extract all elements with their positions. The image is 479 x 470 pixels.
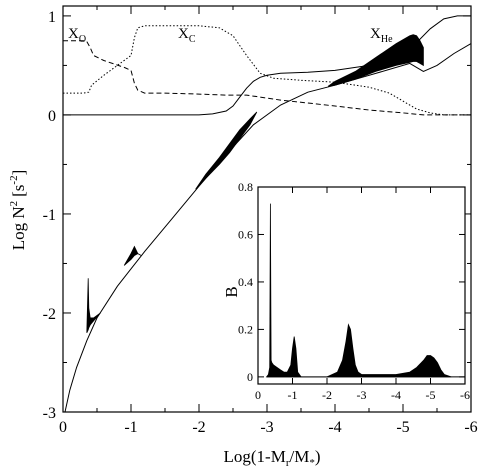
inset-x-tick-label-0: 0	[255, 388, 261, 402]
x-tick-label-5: -5	[396, 419, 409, 436]
series-line-0	[64, 43, 472, 413]
y-tick-label-0: -3	[43, 405, 56, 422]
inset-x-tick-label-4: -4	[391, 388, 401, 402]
inset-x-tick-label-5: -5	[426, 388, 436, 402]
y-axis-title: Log N2[s-2]	[8, 170, 28, 251]
inset-x-tick-label-3: -3	[357, 388, 367, 402]
inset-y-tick-label-2: 0.4	[238, 275, 253, 289]
filled-region-2	[195, 111, 258, 190]
y-tick-label-3: 0	[48, 108, 56, 125]
inset-axis-ticks: 0 -1 -2 -3 -4 -5 -6 0 0.2 0.4 0.6 0.8	[238, 180, 470, 402]
filled-region-3	[327, 34, 424, 87]
inset-plot-frame	[257, 186, 466, 385]
inset-x-tick-label-6: -6	[460, 388, 470, 402]
inset-x-tick-label-1: -1	[288, 388, 298, 402]
filled-region-1	[123, 245, 142, 266]
inset-area-fill	[265, 203, 452, 378]
x-tick-label-0: 0	[59, 419, 67, 436]
series-line-2	[63, 25, 471, 116]
x-tick-label-6: -6	[464, 419, 477, 436]
inset-x-tick-label-2: -2	[322, 388, 332, 402]
main-series-lines	[63, 15, 472, 413]
series-label-xc: XC	[178, 26, 196, 45]
inset-area-series	[265, 203, 465, 378]
inset-y-tick-label-4: 0.8	[238, 180, 253, 194]
series-line-3	[63, 40, 471, 116]
x-tick-label-2: -2	[192, 419, 205, 436]
y-tick-label-1: -2	[43, 306, 56, 323]
inset-y-tick-label-3: 0.6	[238, 227, 253, 241]
x-tick-label-3: -3	[260, 419, 273, 436]
series-label-xhe: XHe	[370, 26, 393, 45]
inset-y-axis-title: B	[222, 286, 241, 297]
main-axis-ticks: 0 -1 -2 -3 -4 -5 -6 -3 -2 -1 0 1	[43, 6, 478, 436]
x-tick-label-4: -4	[328, 419, 341, 436]
series-label-xo: XO	[68, 26, 86, 45]
y-tick-label-4: 1	[48, 9, 56, 26]
x-axis-title: Log(1-Mr/M*)	[223, 447, 320, 469]
y-tick-label-2: -1	[43, 207, 56, 224]
series-line-1	[63, 15, 471, 116]
x-tick-label-1: -1	[124, 419, 137, 436]
inset-y-tick-label-0: 0	[247, 370, 253, 384]
main-filled-regions	[86, 34, 424, 333]
inset-y-tick-label-1: 0.2	[238, 322, 253, 336]
